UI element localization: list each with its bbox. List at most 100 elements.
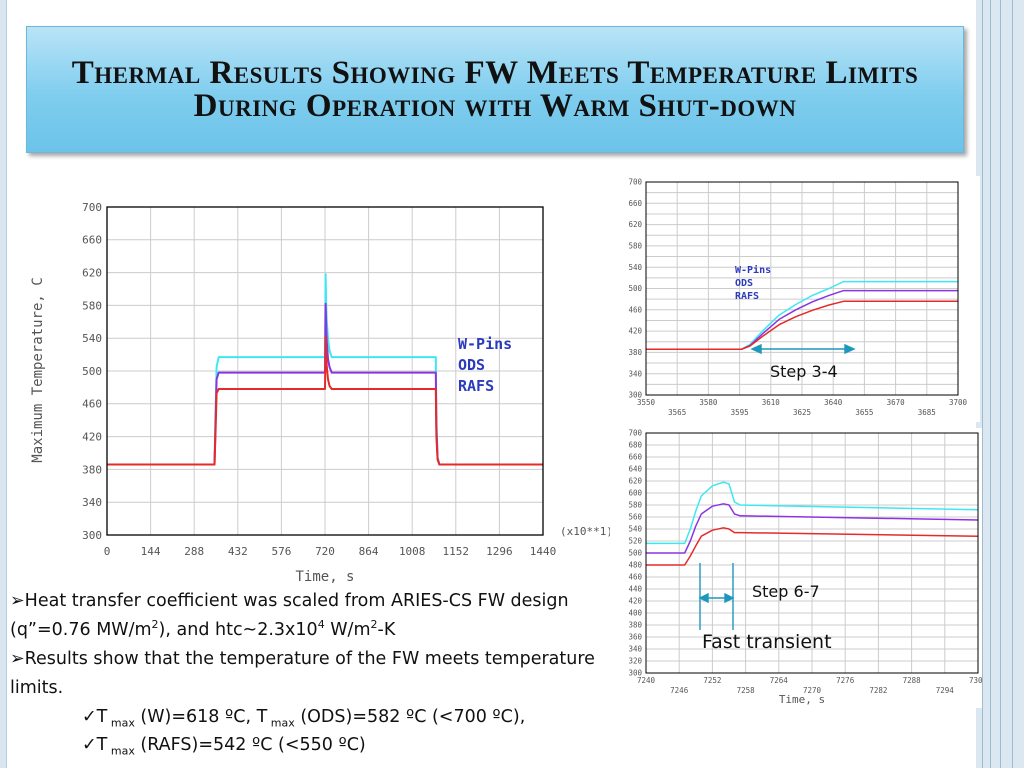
y-tick-label: 300 xyxy=(628,669,642,678)
x-tick-label: 7282 xyxy=(869,686,887,695)
y-tick-label: 380 xyxy=(628,621,642,630)
fast-transient-label: Fast transient xyxy=(702,631,832,653)
x-tick-label: 3640 xyxy=(824,398,843,407)
y-tick-label: 500 xyxy=(628,549,642,558)
y-tick-label: 700 xyxy=(82,201,102,214)
y-tick-label: 560 xyxy=(628,513,642,522)
y-tick-label: 500 xyxy=(628,284,642,293)
y-tick-label: 480 xyxy=(628,561,642,570)
y-tick-label: 640 xyxy=(628,465,642,474)
y-tick-label: 620 xyxy=(82,266,102,279)
y-tick-label: 460 xyxy=(628,573,642,582)
check-icon: ✓ xyxy=(82,707,97,727)
y-tick-label: 540 xyxy=(82,332,102,345)
legend-w-pins: W-Pins xyxy=(458,335,512,353)
x-tick-label: 7300 xyxy=(969,676,982,685)
step67-markers xyxy=(698,563,735,630)
main-x-scale-note: (x10**1) xyxy=(560,525,610,538)
y-tick-label: 660 xyxy=(628,453,642,462)
x-tick-label: 1440 xyxy=(530,545,557,558)
main-y-axis-label: Maximum Temperature, C xyxy=(30,277,46,462)
legend-ods: ODS xyxy=(735,278,753,289)
slide-title: Thermal Results Showing FW Meets Tempera… xyxy=(71,54,919,124)
y-tick-label: 680 xyxy=(628,441,642,450)
y-tick-label: 660 xyxy=(628,199,642,208)
y-tick-label: 440 xyxy=(628,585,642,594)
x-tick-label: 7264 xyxy=(770,676,789,685)
arrow-bullet-icon: ➢ xyxy=(10,591,25,611)
step67-x-axis-label: Time, s xyxy=(779,693,825,706)
y-tick-label: 380 xyxy=(82,463,102,476)
series-line-rafs xyxy=(646,300,958,350)
x-tick-label: 720 xyxy=(315,545,335,558)
legend-ods: ODS xyxy=(458,356,485,374)
y-tick-label: 420 xyxy=(82,430,102,443)
y-tick-label: 380 xyxy=(628,348,642,357)
x-tick-label: 3685 xyxy=(918,408,936,417)
x-tick-label: 576 xyxy=(271,545,291,558)
y-tick-label: 460 xyxy=(82,398,102,411)
x-tick-label: 7240 xyxy=(637,676,656,685)
y-tick-label: 600 xyxy=(628,489,642,498)
x-tick-label: 3595 xyxy=(731,408,749,417)
x-tick-label: 7288 xyxy=(903,676,922,685)
y-tick-label: 580 xyxy=(628,501,642,510)
step34-arrow xyxy=(750,343,856,355)
step67-chart: 300 320 340 360 380 400 420 440 460 480 500 520 540 5… xyxy=(620,428,982,708)
main-legend: W-Pins ODS RAFS xyxy=(458,335,512,395)
y-tick-label: 420 xyxy=(628,327,642,336)
x-tick-label: 3580 xyxy=(699,398,718,407)
main-x-axis-label: Time, s xyxy=(295,569,354,585)
step67-label: Step 6-7 xyxy=(752,582,820,601)
y-tick-label: 540 xyxy=(628,263,642,272)
y-tick-label: 340 xyxy=(628,645,642,654)
x-tick-label: 7276 xyxy=(836,676,855,685)
x-tick-label: 3625 xyxy=(793,408,811,417)
sub-bullet-1: ✓T max (W)=618 ºC, T max (ODS)=582 ºC (<… xyxy=(82,707,526,730)
x-tick-label: 432 xyxy=(228,545,248,558)
y-tick-label: 520 xyxy=(628,537,642,546)
sub-bullet-2: ✓T max (RAFS)=542 ºC (<550 ºC) xyxy=(82,735,366,758)
y-tick-label: 340 xyxy=(628,369,642,378)
y-tick-label: 400 xyxy=(628,609,642,618)
y-tick-label: 620 xyxy=(628,220,642,229)
series-line-rafs xyxy=(646,527,979,566)
y-tick-label: 500 xyxy=(82,365,102,378)
legend-w-pins: W-Pins xyxy=(735,264,771,276)
y-tick-label: 340 xyxy=(82,496,102,509)
x-tick-label: 7258 xyxy=(737,686,756,695)
x-tick-label: 7270 xyxy=(803,686,822,695)
x-tick-label: 0 xyxy=(104,545,111,558)
y-tick-label: 540 xyxy=(628,525,642,534)
step34-legend: W-Pins ODS RAFS xyxy=(735,264,771,302)
x-tick-label: 3610 xyxy=(762,398,781,407)
x-tick-label: 7246 xyxy=(670,686,689,695)
x-tick-label: 3670 xyxy=(887,398,906,407)
x-tick-label: 7252 xyxy=(703,676,721,685)
y-tick-label: 420 xyxy=(628,597,642,606)
arrow-bullet-icon: ➢ xyxy=(10,649,25,669)
x-tick-label: 3565 xyxy=(668,408,686,417)
left-decor-stripe xyxy=(0,0,7,768)
x-tick-label: 1152 xyxy=(443,545,470,558)
x-tick-label: 1008 xyxy=(399,545,426,558)
x-tick-label: 144 xyxy=(141,545,161,558)
y-tick-label: 660 xyxy=(82,234,102,247)
y-tick-label: 700 xyxy=(628,178,642,187)
step34-label: Step 3-4 xyxy=(770,362,838,381)
x-tick-label: 3700 xyxy=(949,398,968,407)
y-tick-label: 300 xyxy=(82,529,102,542)
y-tick-label: 700 xyxy=(628,429,642,438)
series-line-ods xyxy=(646,503,979,554)
y-tick-label: 360 xyxy=(628,633,642,642)
legend-rafs: RAFS xyxy=(735,291,759,302)
y-tick-label: 320 xyxy=(628,657,642,666)
main-chart: 300 340 380 420 460 500 540 580 620 660 700 0 144 288… xyxy=(20,190,610,590)
right-decor-rail xyxy=(976,0,1024,768)
y-tick-label: 580 xyxy=(82,299,102,312)
x-tick-label: 864 xyxy=(359,545,379,558)
legend-rafs: RAFS xyxy=(458,377,494,395)
y-tick-label: 300 xyxy=(628,391,642,400)
x-tick-label: 1296 xyxy=(486,545,513,558)
x-tick-label: 3550 xyxy=(637,398,656,407)
